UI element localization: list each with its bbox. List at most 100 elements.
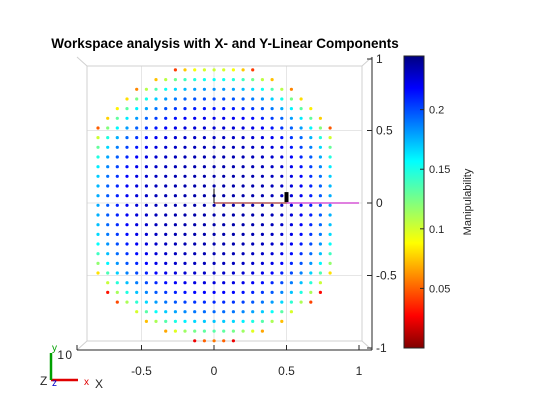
data-point [280, 203, 284, 207]
data-point [212, 213, 216, 217]
x-tick-label: -0.5 [131, 364, 152, 378]
data-point [241, 319, 245, 323]
data-point [222, 97, 226, 101]
data-point [193, 339, 197, 343]
data-point [154, 184, 158, 188]
data-point [173, 155, 177, 159]
data-point [183, 319, 187, 323]
data-point [299, 126, 303, 130]
data-point [222, 68, 226, 72]
data-point [202, 232, 206, 236]
data-point [241, 107, 245, 111]
data-point [144, 165, 148, 169]
data-point [173, 174, 177, 178]
data-point [106, 155, 110, 159]
data-point [309, 145, 313, 149]
data-point [212, 203, 216, 207]
data-point [299, 252, 303, 256]
data-point [270, 165, 274, 169]
data-point [202, 174, 206, 178]
data-point [299, 145, 303, 149]
data-point [241, 271, 245, 275]
chart-title: Workspace analysis with X- and Y-Linear … [51, 36, 399, 51]
data-point [202, 300, 206, 304]
data-point [222, 300, 226, 304]
data-point [222, 203, 226, 207]
data-point [154, 213, 158, 217]
data-point [270, 271, 274, 275]
data-point [202, 165, 206, 169]
data-point [183, 329, 187, 333]
data-point [222, 136, 226, 140]
data-point [125, 261, 129, 265]
data-point [164, 126, 168, 130]
data-point [144, 319, 148, 323]
data-point [212, 319, 216, 323]
data-point [173, 232, 177, 236]
data-point [202, 213, 206, 217]
data-point [289, 271, 293, 275]
data-point [164, 107, 168, 111]
data-point [202, 310, 206, 314]
data-point [222, 155, 226, 159]
data-point [222, 174, 226, 178]
orientation-triad: x y z [49, 343, 89, 389]
data-point [96, 174, 100, 178]
data-point [289, 165, 293, 169]
data-point [328, 155, 332, 159]
data-point [260, 194, 264, 198]
data-point [328, 126, 332, 130]
data-point [328, 261, 332, 265]
colorbar[interactable]: 0.05 0.1 0.15 0.2 Manipulability [403, 55, 474, 349]
data-point [241, 184, 245, 188]
data-point [260, 242, 264, 246]
data-point [135, 242, 139, 246]
data-point [154, 145, 158, 149]
data-point [318, 126, 322, 130]
data-point [212, 78, 216, 82]
data-point [144, 290, 148, 294]
data-point [309, 232, 313, 236]
data-point [193, 126, 197, 130]
data-point [328, 271, 332, 275]
data-point [260, 300, 264, 304]
data-point [270, 194, 274, 198]
data-point [144, 242, 148, 246]
data-point [251, 136, 255, 140]
data-point [164, 300, 168, 304]
data-point [96, 271, 100, 275]
data-point [193, 329, 197, 333]
data-point [164, 310, 168, 314]
data-point [183, 290, 187, 294]
data-point [251, 319, 255, 323]
data-point [280, 223, 284, 227]
data-point [231, 155, 235, 159]
data-point [289, 281, 293, 285]
data-point [309, 136, 313, 140]
data-point [289, 116, 293, 120]
data-point [115, 165, 119, 169]
data-point [289, 97, 293, 101]
data-point [231, 281, 235, 285]
data-point [202, 155, 206, 159]
data-point [241, 97, 245, 101]
data-point [222, 261, 226, 265]
data-point [280, 271, 284, 275]
data-point [202, 329, 206, 333]
data-point [251, 271, 255, 275]
data-point [241, 223, 245, 227]
data-point [280, 194, 284, 198]
data-point [212, 310, 216, 314]
data-point [241, 78, 245, 82]
data-point [309, 203, 313, 207]
data-point [144, 252, 148, 256]
data-point [202, 194, 206, 198]
data-point [164, 97, 168, 101]
data-point [280, 97, 284, 101]
data-point [231, 261, 235, 265]
data-point [270, 136, 274, 140]
data-point [183, 97, 187, 101]
data-point [231, 300, 235, 304]
data-point [318, 271, 322, 275]
